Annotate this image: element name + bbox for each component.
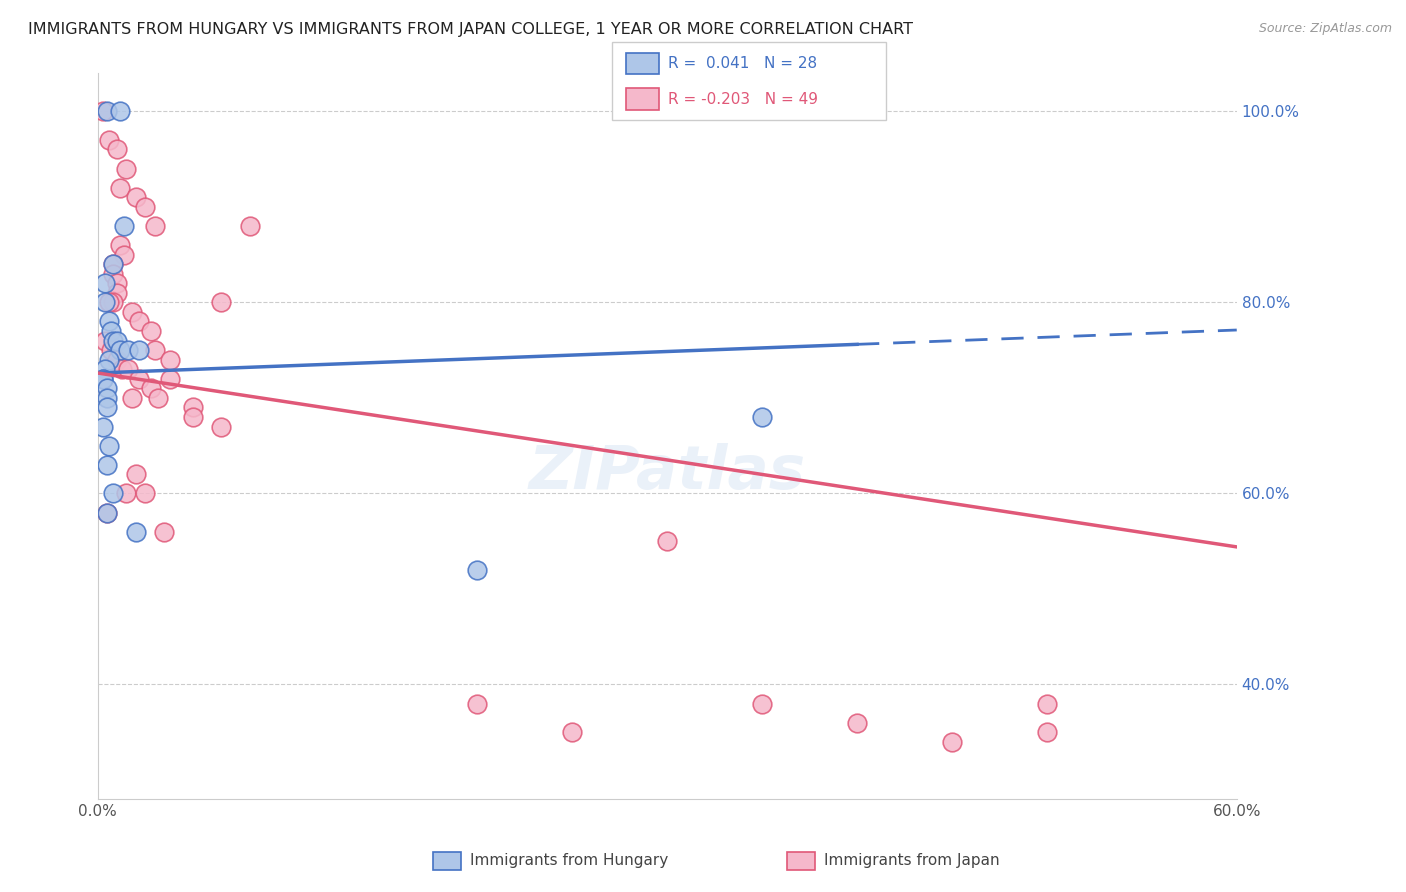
Point xyxy=(100,324,122,338)
Point xyxy=(94,276,117,290)
Text: Immigrants from Hungary: Immigrants from Hungary xyxy=(470,854,668,868)
Point xyxy=(110,343,132,357)
Point xyxy=(209,295,232,310)
Point xyxy=(112,219,135,233)
Point xyxy=(159,352,181,367)
Point xyxy=(139,324,162,338)
Point xyxy=(1036,697,1059,711)
Point xyxy=(467,697,489,711)
Point xyxy=(101,334,124,348)
Point xyxy=(91,419,114,434)
Point xyxy=(98,133,121,147)
Point xyxy=(128,314,150,328)
Point xyxy=(209,419,232,434)
Point xyxy=(139,381,162,395)
Text: R =  0.041   N = 28: R = 0.041 N = 28 xyxy=(668,56,817,70)
Point xyxy=(121,305,143,319)
Point xyxy=(96,458,118,472)
Point xyxy=(96,391,118,405)
Text: ZIPatlas: ZIPatlas xyxy=(529,443,806,502)
Point xyxy=(181,409,204,424)
Point xyxy=(124,190,146,204)
Point xyxy=(98,352,121,367)
Point xyxy=(110,104,132,119)
Point xyxy=(101,486,124,500)
Point xyxy=(846,715,869,730)
Point xyxy=(96,381,118,395)
Point xyxy=(105,334,128,348)
Point xyxy=(115,161,138,176)
Point xyxy=(751,409,773,424)
Point xyxy=(153,524,176,539)
Point xyxy=(94,334,117,348)
Point xyxy=(941,735,963,749)
Point xyxy=(657,534,679,549)
Text: Source: ZipAtlas.com: Source: ZipAtlas.com xyxy=(1258,22,1392,36)
Point xyxy=(134,200,156,214)
Point xyxy=(121,391,143,405)
Point xyxy=(96,506,118,520)
Point xyxy=(159,372,181,386)
Point xyxy=(143,343,166,357)
Point xyxy=(101,257,124,271)
Point xyxy=(143,219,166,233)
Point xyxy=(751,697,773,711)
Point xyxy=(101,257,124,271)
Point xyxy=(105,285,128,300)
Point xyxy=(112,247,135,261)
Point xyxy=(110,180,132,194)
Point xyxy=(134,486,156,500)
Point xyxy=(96,104,118,119)
Point xyxy=(91,372,114,386)
Point xyxy=(115,486,138,500)
Point xyxy=(128,372,150,386)
Text: IMMIGRANTS FROM HUNGARY VS IMMIGRANTS FROM JAPAN COLLEGE, 1 YEAR OR MORE CORRELA: IMMIGRANTS FROM HUNGARY VS IMMIGRANTS FR… xyxy=(28,22,912,37)
Point xyxy=(94,362,117,376)
Point xyxy=(1036,725,1059,739)
Point xyxy=(117,362,139,376)
Point xyxy=(561,725,583,739)
Point xyxy=(467,563,489,577)
Point xyxy=(148,391,170,405)
Point xyxy=(111,362,134,376)
Text: R = -0.203   N = 49: R = -0.203 N = 49 xyxy=(668,92,818,106)
Point xyxy=(91,372,114,386)
Point xyxy=(94,295,117,310)
Point xyxy=(100,343,122,357)
Point xyxy=(105,276,128,290)
Point xyxy=(181,401,204,415)
Point xyxy=(101,295,124,310)
Point xyxy=(105,143,128,157)
Point xyxy=(96,506,118,520)
Point xyxy=(124,467,146,482)
Point xyxy=(98,314,121,328)
Point xyxy=(98,439,121,453)
Point xyxy=(101,267,124,281)
Point xyxy=(238,219,260,233)
Point xyxy=(110,238,132,252)
Point xyxy=(98,295,121,310)
Point xyxy=(105,352,128,367)
Point xyxy=(91,104,114,119)
Point xyxy=(96,401,118,415)
Point xyxy=(124,524,146,539)
Point xyxy=(117,343,139,357)
Text: Immigrants from Japan: Immigrants from Japan xyxy=(824,854,1000,868)
Point xyxy=(128,343,150,357)
